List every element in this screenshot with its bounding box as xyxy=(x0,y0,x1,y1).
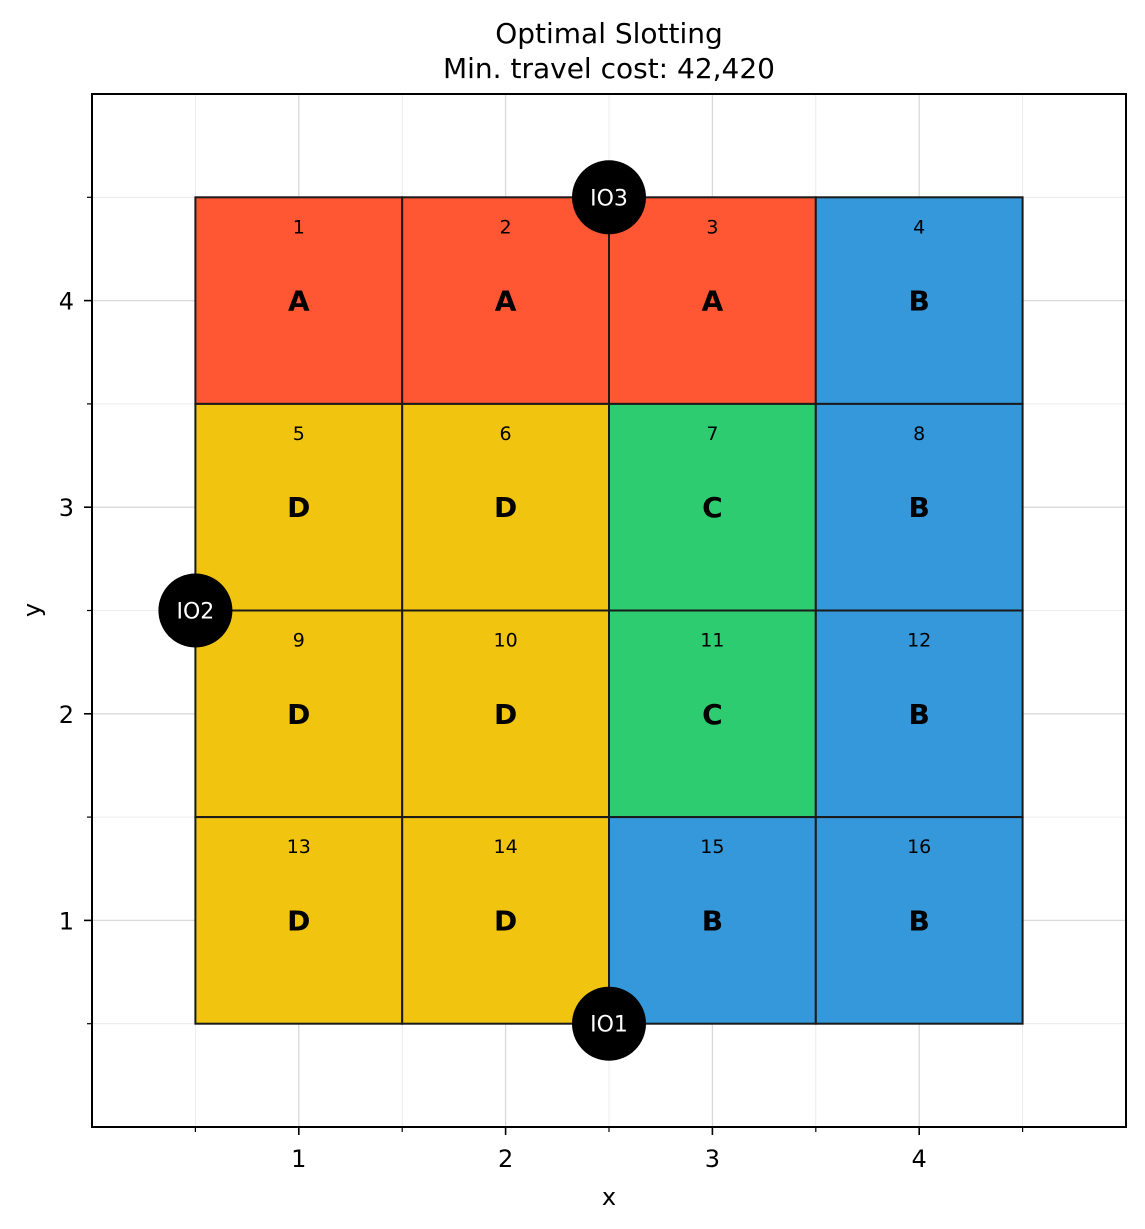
slot-number-label: 14 xyxy=(494,836,518,858)
io-marker xyxy=(158,573,233,648)
slot-cell-1: 1A xyxy=(194,196,404,405)
io-point-io1: IO1 xyxy=(572,986,646,1061)
slot-class-label: A xyxy=(288,285,310,318)
x-axis-label: x xyxy=(602,1183,616,1211)
slot-class-label: D xyxy=(494,491,517,524)
x-tick-label: 2 xyxy=(498,1145,513,1173)
slot-number-label: 8 xyxy=(913,423,925,445)
slot-cell-rect xyxy=(814,816,1024,1025)
slot-class-label: B xyxy=(909,904,930,937)
slot-number-label: 13 xyxy=(287,836,311,858)
slot-cell-rect xyxy=(814,609,1024,819)
io-marker xyxy=(572,160,646,235)
slot-number-label: 1 xyxy=(293,216,305,238)
slot-class-label: D xyxy=(287,491,310,524)
io-label: IO2 xyxy=(176,600,214,625)
y-tick-label: 2 xyxy=(59,701,74,729)
io-label: IO1 xyxy=(590,1013,628,1038)
slot-number-label: 3 xyxy=(706,216,718,238)
slot-cell-15: 15 B xyxy=(608,816,817,1025)
y-axis-label: y xyxy=(18,603,46,617)
x-tick-label: 4 xyxy=(912,1145,927,1173)
y-tick-label: 1 xyxy=(59,907,74,935)
io-label: IO3 xyxy=(590,186,628,211)
slot-cell-5: 5D xyxy=(194,402,404,612)
slot-cell-rect xyxy=(608,402,817,612)
slot-number-label: 10 xyxy=(494,630,518,652)
slot-cell-rect xyxy=(608,816,817,1025)
slot-class-label: D xyxy=(287,904,310,937)
slot-number-label: 4 xyxy=(913,216,925,238)
slot-cell-13: 13 D xyxy=(194,816,404,1025)
slot-cell-rect xyxy=(401,196,611,405)
slot-cell-9: 9D xyxy=(194,609,404,819)
slot-class-label: D xyxy=(287,698,310,731)
io-point-io3: IO3 xyxy=(572,160,646,235)
slot-cell-rect xyxy=(194,816,404,1025)
slot-cell-rect xyxy=(814,402,1024,612)
io-points: IO1 IO2 IO3 xyxy=(158,160,646,1061)
slot-class-label: D xyxy=(494,904,517,937)
slot-cell-10: 10 D xyxy=(401,609,611,819)
slot-cell-rect xyxy=(814,196,1024,405)
slot-class-label: B xyxy=(909,698,930,731)
slot-cell-6: 6D xyxy=(401,402,611,612)
slot-cell-14: 14 D xyxy=(401,816,611,1025)
chart-title-line1: Optimal Slotting xyxy=(495,17,723,50)
slot-number-label: 15 xyxy=(700,836,724,858)
slot-cell-7: 7C xyxy=(608,402,817,612)
slot-cell-11: 11 C xyxy=(608,609,817,819)
slot-cell-16: 16 B xyxy=(814,816,1024,1025)
slot-number-label: 16 xyxy=(907,836,931,858)
io-point-io2: IO2 xyxy=(158,573,233,648)
slot-class-label: B xyxy=(909,285,930,318)
slot-class-label: D xyxy=(494,698,517,731)
slot-number-label: 7 xyxy=(706,423,718,445)
slot-class-label: B xyxy=(702,904,723,937)
slot-class-label: B xyxy=(909,491,930,524)
slot-cell-8: 8B xyxy=(814,402,1024,612)
slot-number-label: 9 xyxy=(293,630,305,652)
io-marker xyxy=(572,986,646,1061)
slot-cell-2: 2A xyxy=(401,196,611,405)
slot-number-label: 11 xyxy=(700,630,724,652)
x-tick-label: 1 xyxy=(291,1145,306,1173)
y-tick-label: 3 xyxy=(59,494,74,522)
slot-cell-rect xyxy=(401,402,611,612)
y-tick-label: 4 xyxy=(59,288,74,316)
slot-class-label: A xyxy=(702,285,724,318)
slot-number-label: 6 xyxy=(500,423,512,445)
slot-class-label: C xyxy=(702,491,723,524)
slot-class-label: C xyxy=(702,698,723,731)
chart-title-line2: Min. travel cost: 42,420 xyxy=(443,52,775,85)
slot-cell-rect xyxy=(608,609,817,819)
slot-number-label: 2 xyxy=(500,216,512,238)
slot-cell-rect xyxy=(608,196,817,405)
slot-number-label: 5 xyxy=(293,423,305,445)
slot-class-label: A xyxy=(495,285,517,318)
x-tick-label: 3 xyxy=(705,1145,720,1173)
slot-number-label: 12 xyxy=(907,630,931,652)
slot-cell-rect xyxy=(401,816,611,1025)
slot-cell-rect xyxy=(401,609,611,819)
slot-cell-12: 12 B xyxy=(814,609,1024,819)
slot-cell-rect xyxy=(194,196,404,405)
slot-cell-3: 3A xyxy=(608,196,817,405)
slot-cell-4: 4B xyxy=(814,196,1024,405)
